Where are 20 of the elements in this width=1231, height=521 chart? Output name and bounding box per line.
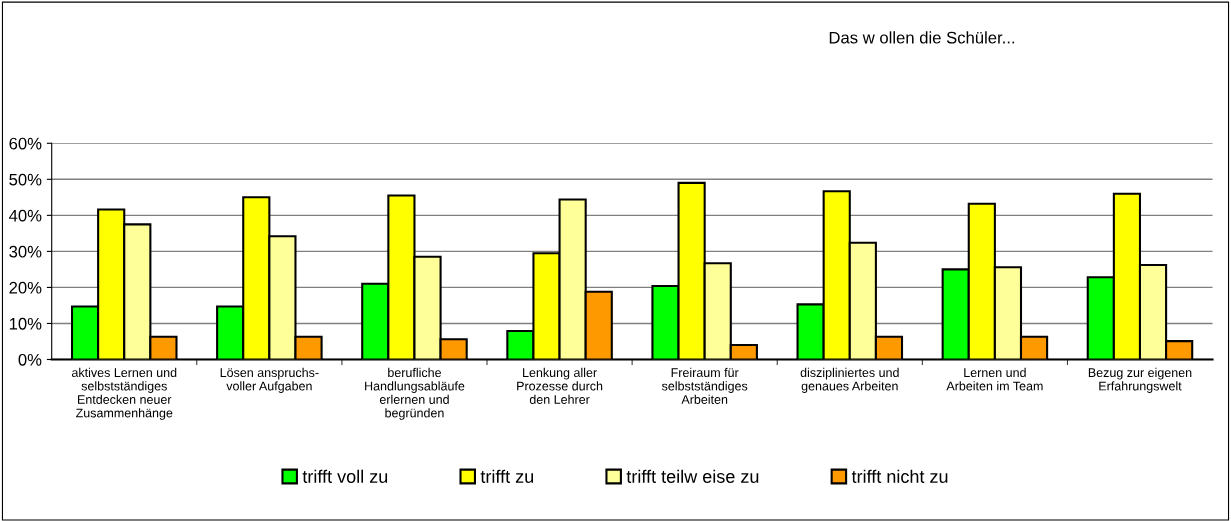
y-tick-label: 40% bbox=[9, 209, 42, 222]
x-tick-label: Lenkung aller Prozesse durch den Lehrer bbox=[517, 367, 603, 404]
x-tick-label: Freiraum für selbstständiges Arbeiten bbox=[661, 367, 748, 404]
y-tick-label: 50% bbox=[9, 173, 42, 186]
x-tick-label: diszipliniertes und genaues Arbeiten bbox=[800, 367, 899, 393]
legend-label: trifft voll zu bbox=[302, 469, 388, 483]
y-tick-label: 60% bbox=[9, 137, 42, 150]
x-tick-label: Lösen anspruchs- voller Aufgaben bbox=[220, 367, 319, 393]
legend-label: trifft zu bbox=[480, 469, 534, 483]
x-tick-label: berufliche Handlungsabläufe erlernen und begründen bbox=[365, 367, 465, 420]
y-tick-label: 0% bbox=[18, 353, 42, 366]
y-tick-label: 20% bbox=[9, 281, 42, 294]
legend-label: trifft teilw eise zu bbox=[626, 469, 759, 483]
x-tick-label: Bezug zur eigenen Erfahrungswelt bbox=[1088, 367, 1192, 393]
legend-label: trifft nicht zu bbox=[851, 469, 948, 483]
y-tick-label: 30% bbox=[9, 245, 42, 258]
x-tick-label: Lernen und Arbeiten im Team bbox=[946, 367, 1043, 391]
y-tick-label: 10% bbox=[9, 317, 42, 330]
chart-title: Das w ollen die Schüler... bbox=[829, 31, 1015, 44]
x-tick-label: aktives Lernen und selbstständiges Entdecken neuer Zusammenhänge bbox=[71, 367, 177, 420]
